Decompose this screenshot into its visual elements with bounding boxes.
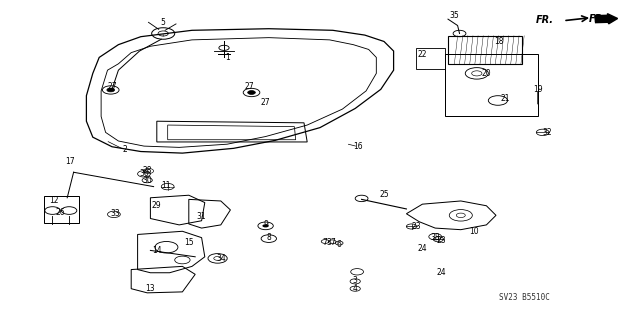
Text: 24: 24 [417,244,428,253]
Text: 34: 34 [216,254,226,263]
Text: 18: 18 [495,37,504,46]
Circle shape [107,88,115,92]
Text: 22: 22 [418,50,427,59]
Text: 37: 37 [326,238,336,247]
Text: SV23 B5510C: SV23 B5510C [499,293,550,302]
Text: 27: 27 [107,82,117,91]
Text: 13: 13 [145,284,156,293]
Circle shape [248,91,255,94]
FancyArrow shape [595,14,618,24]
Text: 35: 35 [449,11,460,20]
Text: 36: 36 [139,169,149,178]
Bar [445,54,538,116]
Text: 23: 23 [436,236,447,245]
Text: 14: 14 [152,246,162,255]
Text: 3: 3 [353,276,358,285]
Text: FR.: FR. [589,13,607,24]
Text: 11: 11 [162,181,171,189]
Text: 26: 26 [56,208,66,217]
Text: FR.: FR. [536,15,554,25]
Text: 7: 7 [323,238,328,247]
Bar [448,36,522,64]
Text: 27: 27 [244,82,255,91]
Text: 15: 15 [184,238,194,247]
Text: 33: 33 [110,209,120,218]
Text: 9: 9 [263,220,268,229]
Text: 8: 8 [266,233,271,242]
Bar [44,196,79,223]
Text: 2: 2 [122,145,127,154]
Text: 16: 16 [353,142,364,151]
Text: 1: 1 [225,53,230,62]
Text: 25: 25 [379,190,389,199]
Text: 21: 21 [501,94,510,103]
Text: 29: 29 [152,201,162,210]
Text: 24: 24 [436,268,447,277]
Circle shape [262,224,269,227]
Text: 30: 30 [142,176,152,185]
Text: 38: 38 [430,233,440,242]
Text: 20: 20 [481,69,492,78]
Circle shape [142,178,152,183]
Text: 17: 17 [65,157,76,166]
Bar [416,48,445,69]
Text: 6: 6 [337,240,342,249]
Text: 31: 31 [196,212,207,221]
Text: 28: 28 [143,166,152,175]
Circle shape [219,45,229,50]
Text: 27: 27 [260,98,271,107]
Text: 4: 4 [353,284,358,293]
Text: 23: 23 [411,222,421,231]
Text: 10: 10 [468,227,479,236]
Text: 19: 19 [532,85,543,94]
Text: 32: 32 [542,128,552,137]
Text: 12: 12 [50,197,59,205]
Text: 5: 5 [161,18,166,27]
